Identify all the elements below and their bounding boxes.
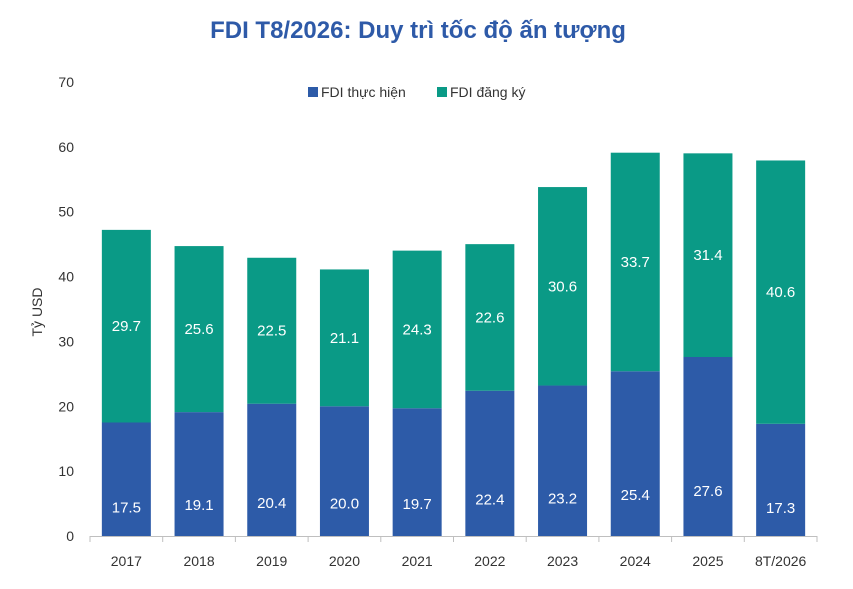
- y-tick-label: 40: [58, 269, 74, 285]
- data-label: 29.7: [112, 318, 141, 335]
- x-tick-label: 2017: [111, 553, 142, 569]
- x-tick-label: 2023: [547, 553, 578, 569]
- x-tick-label: 8T/2026: [755, 553, 807, 569]
- data-label: 22.6: [475, 309, 504, 326]
- data-label: 23.2: [548, 490, 577, 507]
- data-label: 19.1: [184, 497, 213, 514]
- data-label: 25.6: [184, 321, 213, 338]
- bar-segment: [683, 356, 733, 536]
- bars: 17.5 29.7 19.1 25.6 20.4 22.5 20.0 21.1 19.7 24.3…: [101, 152, 806, 536]
- y-tick-label: 70: [58, 74, 74, 90]
- bar-segment: [756, 423, 806, 536]
- bar-segment: [538, 187, 588, 386]
- x-tick-label: 2021: [402, 553, 433, 569]
- x-axis-ticks: 2017 2018 2019 2020 2021 2022 2023 2024 2025 8T/2…: [89, 536, 818, 569]
- legend-label: FDI thực hiện: [321, 84, 406, 100]
- data-label: 25.4: [621, 487, 650, 504]
- data-label: 20.4: [257, 495, 286, 512]
- y-tick-label: 20: [58, 398, 74, 414]
- data-label: 19.7: [403, 496, 432, 513]
- bar-segment: [465, 244, 515, 391]
- data-label: 24.3: [403, 321, 432, 338]
- bar-segment: [392, 250, 442, 409]
- y-tick-label: 10: [58, 463, 74, 479]
- bar-segment: [174, 412, 224, 536]
- bar-segment: [101, 229, 151, 423]
- bar-segment: [101, 422, 151, 536]
- data-label: 21.1: [330, 330, 359, 347]
- bar-segment: [319, 269, 369, 407]
- bar-segment: [174, 246, 224, 413]
- y-tick-label: 30: [58, 333, 74, 349]
- bar-segment: [465, 390, 515, 536]
- bar-segment: [319, 406, 369, 536]
- data-label: 17.5: [112, 500, 141, 517]
- x-tick-label: 2019: [256, 553, 287, 569]
- x-tick-label: 2024: [620, 553, 651, 569]
- x-tick-label: 2020: [329, 553, 360, 569]
- data-label: 22.4: [475, 492, 504, 509]
- y-tick-label: 0: [66, 528, 74, 544]
- y-axis-ticks: 0 10 20 30 40 50 60 70: [58, 74, 74, 544]
- legend-swatch: [308, 87, 318, 97]
- data-label: 17.3: [766, 500, 795, 517]
- bar-segment: [247, 403, 297, 536]
- bar-segment: [683, 153, 733, 357]
- y-tick-label: 60: [58, 139, 74, 155]
- y-tick-label: 50: [58, 204, 74, 220]
- data-label: 20.0: [330, 496, 359, 513]
- y-axis-label: Tỷ USD: [29, 288, 45, 337]
- legend-swatch: [437, 87, 447, 97]
- bar-segment: [756, 160, 806, 424]
- bar-segment: [538, 385, 588, 536]
- data-label: 33.7: [621, 254, 650, 271]
- data-label: 22.5: [257, 323, 286, 340]
- bar-segment: [392, 408, 442, 536]
- legend-label: FDI đăng ký: [450, 84, 525, 100]
- data-label: 30.6: [548, 278, 577, 295]
- data-label: 27.6: [693, 483, 722, 500]
- x-tick-label: 2025: [692, 553, 723, 569]
- legend: FDI thực hiện FDI đăng ký: [308, 84, 525, 100]
- chart-title: FDI T8/2026: Duy trì tốc độ ấn tượng: [210, 17, 626, 44]
- data-label: 40.6: [766, 284, 795, 301]
- x-tick-label: 2022: [474, 553, 505, 569]
- x-tick-label: 2018: [183, 553, 214, 569]
- bar-segment: [610, 371, 660, 536]
- data-label: 31.4: [693, 247, 722, 264]
- bar-segment: [610, 152, 660, 372]
- bar-segment: [247, 257, 297, 404]
